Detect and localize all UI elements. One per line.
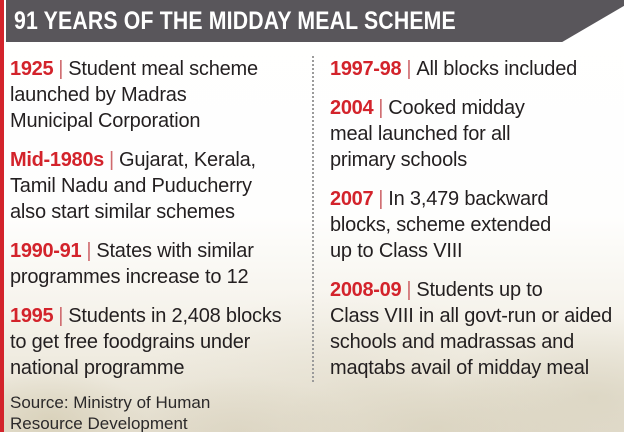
left-accent-bar — [0, 0, 4, 432]
page-title: 91 YEARS OF THE MIDDAY MEAL SCHEME — [14, 7, 456, 35]
entry-separator: | — [406, 279, 412, 301]
entry-year: Mid-1980s — [10, 149, 105, 171]
entry-year: 1995 — [10, 305, 54, 327]
entry-year: 2004 — [330, 97, 374, 119]
timeline-entry-1925: 1925 | Student meal scheme launched by Mad… — [10, 56, 304, 134]
timeline-column-right: 1997-98 | All blocks included 2004 | Cooked … — [330, 56, 622, 394]
timeline-entry-mid-1980s: Mid-1980s | Gujarat, Kerala, Tamil Nadu an… — [10, 147, 304, 225]
entry-text: States with similar programmes increase … — [10, 240, 254, 288]
entry-separator: | — [58, 58, 64, 80]
entry-text: Students in 2,408 blocks to get free foo… — [10, 305, 282, 379]
entry-separator: | — [109, 149, 115, 171]
entry-separator: | — [378, 97, 384, 119]
entry-text: Gujarat, Kerala, Tamil Nadu and Puducher… — [10, 149, 256, 223]
entry-text: Students up to Class VIII in all govt-ru… — [330, 279, 613, 379]
entry-text: Cooked midday meal launched for all prim… — [330, 97, 525, 171]
entry-year: 1925 — [10, 58, 54, 80]
entry-year: 1997-98 — [330, 58, 402, 80]
header-bar: 91 YEARS OF THE MIDDAY MEAL SCHEME — [6, 0, 624, 42]
entry-year: 2008-09 — [330, 279, 402, 301]
timeline-column-left: 1925 | Student meal scheme launched by Mad… — [10, 56, 304, 394]
entry-text: In 3,479 backward blocks, scheme extende… — [330, 188, 552, 262]
entry-text: All blocks included — [416, 58, 578, 80]
column-divider — [312, 56, 314, 382]
timeline-entry-1997-98: 1997-98 | All blocks included — [330, 56, 622, 82]
entry-year: 1990-91 — [10, 240, 82, 262]
source-note: Source: Ministry of Human Resource Devel… — [10, 393, 211, 432]
timeline-entry-1995: 1995 | Students in 2,408 blocks to get fre… — [10, 303, 304, 381]
timeline-entry-2004: 2004 | Cooked midday meal launched for all… — [330, 95, 622, 173]
timeline-entry-2008-09: 2008-09 | Students up to Class VIII in all… — [330, 277, 622, 381]
timeline-entry-1990-91: 1990-91 | States with similar programmes i… — [10, 238, 304, 290]
entry-year: 2007 — [330, 188, 374, 210]
entry-separator: | — [86, 240, 92, 262]
entry-separator: | — [406, 58, 412, 80]
entry-text: Student meal scheme launched by Madras M… — [10, 58, 258, 132]
timeline-entry-2007: 2007 | In 3,479 backward blocks, scheme ex… — [330, 186, 622, 264]
entry-separator: | — [378, 188, 384, 210]
entry-separator: | — [58, 305, 64, 327]
